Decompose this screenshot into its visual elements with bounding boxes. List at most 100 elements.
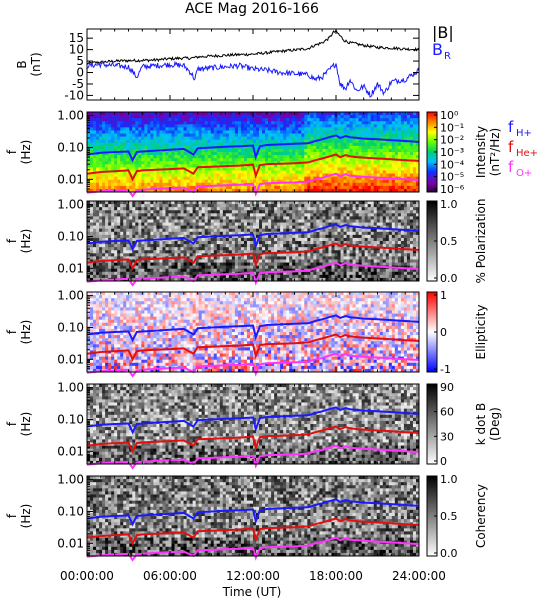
spectrogram-cell — [123, 231, 127, 236]
spectrogram-cell — [132, 222, 136, 227]
spectrogram-cell — [415, 136, 420, 141]
spectrogram-cell — [147, 244, 151, 248]
spectrogram-cell — [295, 204, 299, 208]
spectrogram-cell — [174, 145, 178, 150]
spectrogram-cell — [207, 225, 212, 230]
spectrogram-cell — [120, 213, 124, 217]
spectrogram-cell — [174, 124, 178, 128]
spectrogram-cell — [222, 133, 227, 138]
spectrogram-cell — [99, 161, 103, 165]
spectrogram-cell — [280, 222, 284, 227]
spectrogram-cell — [183, 204, 187, 208]
spectrogram-cell — [129, 210, 133, 214]
spectrogram-cell — [301, 262, 305, 267]
spectrogram-cell — [180, 164, 184, 168]
spectrogram-cell — [120, 115, 124, 119]
spectrogram-cell — [334, 118, 338, 122]
spectrogram-cell — [99, 213, 103, 217]
spectrogram-cell — [201, 213, 206, 217]
spectrogram-cell — [114, 274, 118, 279]
spectrogram-cell — [415, 155, 420, 159]
spectrogram-cell — [222, 219, 227, 223]
spectrogram-cell — [87, 112, 91, 116]
spectrogram-cell — [265, 115, 269, 119]
spectrogram-cell — [213, 185, 218, 190]
spectrogram-cell — [370, 188, 375, 193]
spectrogram-cell — [96, 237, 100, 242]
spectrogram-cell — [277, 167, 281, 171]
spectrogram-cell — [304, 145, 308, 150]
spectrogram-cell — [105, 228, 109, 233]
spectrogram-cell — [195, 179, 200, 184]
spectrogram-cell — [114, 222, 118, 227]
spectrogram-cell — [87, 139, 91, 144]
spectrogram-cell — [400, 136, 405, 141]
spectrogram-cell — [219, 148, 224, 153]
spectrogram-cell — [376, 188, 381, 193]
spectrogram-cell — [207, 133, 212, 138]
spectrogram-cell — [286, 216, 290, 220]
spectrogram-cell — [262, 112, 266, 116]
spectrogram-cell — [150, 112, 154, 116]
spectrogram-cell — [183, 142, 187, 147]
spectrogram-cell — [201, 112, 206, 116]
spectrogram-cell — [228, 268, 233, 273]
spectrogram-cell — [376, 127, 381, 131]
spectrogram-cell — [228, 241, 233, 245]
spectrogram-cell — [87, 201, 91, 205]
spectrogram-cell — [234, 244, 239, 248]
spectrogram-cell — [192, 210, 197, 214]
spectrogram-cell — [337, 130, 341, 134]
spectrogram-cell — [243, 155, 248, 159]
spectrogram-cell — [237, 231, 242, 236]
spectrogram-cell — [334, 155, 338, 159]
spectrogram-cell — [388, 115, 393, 119]
spectrogram-cell — [186, 225, 191, 230]
spectrogram-cell — [307, 228, 311, 233]
spectrogram-cell — [96, 130, 100, 134]
spectrogram-cell — [162, 210, 166, 214]
spectrogram-cell — [298, 182, 302, 187]
spectrogram-cell — [90, 247, 94, 251]
spectrogram-cell — [364, 148, 369, 153]
spectrogram-cell — [219, 112, 224, 116]
spectrogram-cell — [141, 112, 145, 116]
spectrogram-cell — [201, 161, 206, 165]
spectrogram-cell — [117, 201, 121, 205]
spectrogram-cell — [114, 142, 118, 147]
spectrogram-cell — [195, 265, 200, 270]
spectrogram-cell — [204, 216, 209, 220]
spectrogram-cell — [93, 250, 97, 254]
spectrogram-cell — [156, 271, 160, 276]
spectrogram-cell — [192, 121, 197, 125]
spectrogram-cell — [132, 231, 136, 236]
spectrogram-cell — [298, 219, 302, 223]
y-tick-label: 0 — [76, 66, 84, 80]
spectrogram-cell — [105, 222, 109, 227]
spectrogram-cell — [379, 182, 384, 187]
spectrogram-cell — [210, 210, 215, 214]
spectrogram-cell — [165, 133, 169, 138]
spectrogram-cell — [259, 247, 263, 251]
spectrogram-cell — [210, 265, 215, 270]
spectrogram-cell — [292, 262, 296, 267]
spectrogram-cell — [198, 201, 203, 205]
spectrogram-cell — [249, 225, 254, 230]
spectrogram-cell — [240, 155, 245, 159]
spectrogram-cell — [397, 133, 402, 138]
spectrogram-cell — [144, 268, 148, 273]
spectrogram-cell — [186, 142, 191, 147]
spectrogram-cell — [280, 167, 284, 171]
spectrogram-cell — [412, 136, 417, 141]
spectrogram-cell — [231, 234, 236, 239]
spectrogram-cell — [165, 234, 169, 239]
spectrogram-cell — [120, 241, 124, 245]
spectrogram-cell — [111, 155, 115, 159]
spectrogram-cell — [406, 145, 411, 150]
spectrogram-cell — [231, 247, 236, 251]
spectrogram-cell — [159, 121, 163, 125]
spectrogram-cell — [243, 216, 248, 220]
spectrogram-cell — [138, 142, 142, 147]
spectrogram-cell — [222, 241, 227, 245]
spectrogram-cell — [373, 145, 378, 150]
